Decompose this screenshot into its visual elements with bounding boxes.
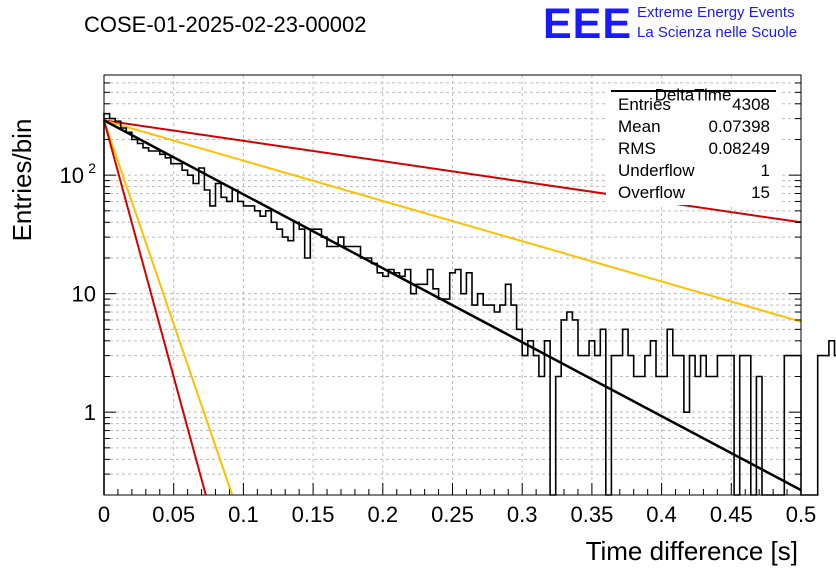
stat-label: Entries	[618, 95, 671, 114]
stat-label: Overflow	[618, 183, 686, 202]
fit-curve	[103, 120, 234, 496]
x-tick-label: 0.05	[152, 502, 195, 527]
stat-value: 0.07398	[709, 117, 770, 136]
eee-logo: EEE	[543, 0, 633, 48]
y-tick-label: 10	[60, 163, 84, 188]
y-tick-exponent: 2	[88, 160, 96, 176]
histogram-outline	[103, 112, 836, 496]
x-tick-label: 0.4	[646, 502, 677, 527]
stat-value: 1	[761, 161, 770, 180]
stat-label: RMS	[618, 139, 656, 158]
logo-subtitle-line2: La Scienza nelle Scuole	[637, 24, 798, 41]
stat-value: 4308	[732, 95, 770, 114]
x-tick-label: 0.15	[292, 502, 335, 527]
run-title: COSE-01-2025-02-23-00002	[84, 12, 367, 37]
x-tick-label: 0.2	[368, 502, 399, 527]
x-tick-label: 0.5	[786, 502, 817, 527]
stat-value: 15	[751, 183, 770, 202]
x-axis-label: Time difference [s]	[586, 536, 798, 566]
x-tick-label: 0.3	[507, 502, 538, 527]
x-tick-label: 0.35	[570, 502, 613, 527]
fit-curve	[103, 119, 802, 323]
y-tick-label: 1	[84, 400, 96, 425]
fit-curve	[103, 120, 207, 496]
x-tick-label: 0.1	[228, 502, 259, 527]
histogram-bars	[103, 112, 836, 496]
stat-value: 0.08249	[709, 139, 770, 158]
y-tick-label: 10	[72, 282, 96, 307]
stat-label: Mean	[618, 117, 661, 136]
x-tick-label: 0	[98, 502, 110, 527]
y-axis-label: Entries/bin	[7, 119, 37, 242]
grid-lines	[104, 74, 801, 496]
axis-ticks	[103, 74, 802, 496]
x-tick-labels: 0 0.05 0.1 0.15 0.2 0.25 0.3 0.35 0.4 0.45 0.5	[98, 502, 816, 527]
fit-curve	[103, 119, 802, 492]
x-tick-label: 0.45	[710, 502, 753, 527]
logo-subtitle-line1: Extreme Energy Events	[637, 4, 795, 21]
fit-curves	[103, 119, 802, 496]
fit-curve	[103, 119, 802, 224]
stat-label: Underflow	[618, 161, 695, 180]
x-tick-label: 0.25	[431, 502, 474, 527]
